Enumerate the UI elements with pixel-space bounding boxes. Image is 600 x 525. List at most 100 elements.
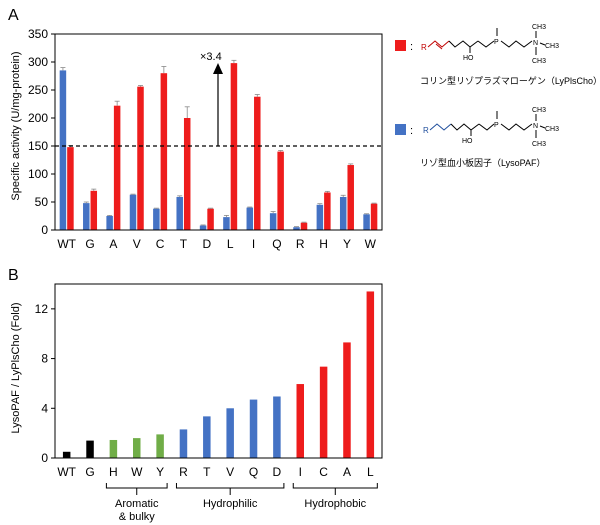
lysopaf-structure-ho: HO — [462, 138, 473, 145]
chart-a-bar-lysopaf — [129, 194, 137, 230]
chart-b-group-bracket — [175, 483, 285, 489]
chart-a-y-tick-label: 350 — [28, 27, 48, 41]
chart-b-x-tick-label: I — [299, 465, 302, 479]
chart-b-bar — [273, 396, 281, 458]
chart-a-bar-lysopaf — [339, 196, 347, 230]
legend-marker-lysopaf: : — [410, 125, 413, 137]
lyplscho-double-bond — [435, 43, 443, 50]
chart-b-x-tick-label: H — [109, 465, 118, 479]
chart-a-bar-lyplscho — [183, 118, 191, 230]
chart-a-bar-lysopaf — [223, 217, 230, 230]
chart-a-bar-lysopaf — [316, 204, 324, 230]
chart-a-y-tick-label: 200 — [28, 111, 48, 125]
chart-b-x-tick-label: WT — [57, 465, 76, 479]
chart-b-bar — [249, 399, 258, 458]
chart-b-y-tick-label: 12 — [35, 302, 49, 316]
lyplscho-structure: R HO P N CH3 CH3 CH3 — [421, 24, 559, 65]
chart-b-y-tick-label: 4 — [41, 401, 48, 415]
chart-b-bar — [86, 440, 94, 458]
chart-a-bar-lyplscho — [90, 190, 98, 230]
chart-a-bar-lysopaf — [293, 227, 300, 230]
lysopaf-phosphate-link — [478, 123, 495, 131]
chart-a-x-tick-label: A — [109, 237, 117, 251]
chart-a-x-tick-label: W — [365, 237, 377, 251]
lysopaf-structure-ch3-bottom: CH3 — [532, 141, 546, 148]
chart-a-bar-lyplscho — [160, 73, 168, 230]
chart-b-groups: Aromatic& bulky Hydrophilic Hydrophobic — [105, 483, 378, 523]
chart-b-group-label: Aromatic — [115, 498, 159, 510]
lyplscho-structure-ch3-top: CH3 — [532, 24, 546, 31]
chart-b-bar — [226, 408, 234, 458]
lysopaf-structure-p: P — [494, 122, 499, 129]
chart-b-bar — [133, 438, 141, 458]
chart-b-y-tick-label: 8 — [41, 352, 48, 366]
chart-a-bar-lyplscho — [67, 147, 74, 230]
chart-b-x-tick-labels: WT G H W Y R T V Q D I C A L — [57, 465, 374, 479]
chart-b-x-tick-label: G — [85, 465, 94, 479]
chart-a-y-tick-label: 100 — [28, 167, 48, 181]
chart-a-bar-lysopaf — [269, 213, 277, 230]
lysopaf-structure-ch3-right: CH3 — [545, 126, 559, 133]
chart-b-plot-frame — [54, 283, 383, 459]
chart-a-x-tick-label: Y — [343, 237, 351, 251]
chart-a-bar-lysopaf — [363, 214, 370, 230]
lyplscho-structure-r: R — [421, 43, 427, 52]
lyplscho-structure-n: N — [533, 40, 538, 47]
chart-b-group-bracket — [105, 483, 168, 489]
lysopaf-n-ch3-bond-right — [539, 125, 546, 129]
chart-a-x-tick-label: Q — [272, 237, 281, 251]
chart-a-bar-lyplscho — [347, 165, 354, 230]
lyplscho-phosphate-link — [477, 40, 495, 48]
chart-a-bar-lysopaf — [83, 203, 90, 230]
legend-label-lyplscho: コリン型リゾプラズマローゲン（LyPlsCho） — [420, 75, 600, 86]
lysopaf-structure: R HO P N CH3 CH3 CH3 — [423, 107, 559, 148]
chart-b-bar — [179, 429, 188, 458]
chart-a-bar-lysopaf — [246, 207, 254, 230]
chart-b-bar — [343, 342, 351, 458]
chart-a-x-tick-label: V — [133, 237, 141, 251]
fold-annotation: ×3.4 — [200, 51, 222, 63]
chart-b-x-tick-label: W — [131, 465, 143, 479]
chart-b-bar — [62, 451, 71, 458]
chart-a-bar-lyplscho — [324, 192, 331, 230]
chart-a-bar-lysopaf — [153, 208, 160, 230]
chart-b: LysoPAF / LyPlsCho (Fold) 0 4 8 12 WT G H W Y R T… — [10, 283, 383, 523]
chart-a-plot-frame — [54, 33, 383, 231]
chart-a-x-tick-label: C — [156, 237, 165, 251]
chart-a-x-tick-label: H — [319, 237, 328, 251]
chart-a-y-tick-label: 300 — [28, 55, 48, 69]
chart-b-bar — [366, 291, 375, 458]
chart-a-bar-lyplscho — [300, 222, 308, 230]
chart-b-group-bracket — [292, 483, 378, 489]
fold-arrow-head — [213, 63, 223, 74]
chart-a-y-tick-label: 150 — [28, 139, 48, 153]
chart-b-y-tick-label: 0 — [41, 451, 48, 465]
chart-b-bar — [296, 384, 304, 458]
chart-a-bar-lysopaf — [106, 216, 113, 230]
chart-b-bar — [319, 366, 328, 458]
chart-b-bar — [203, 416, 211, 458]
chart-b-x-tick-label: T — [203, 465, 211, 479]
chart-b-x-tick-label: Y — [156, 465, 164, 479]
lyplscho-alkenyl-chain — [427, 40, 450, 48]
lysopaf-alkyl-chain — [429, 123, 452, 131]
chart-a-y-tick-label: 50 — [35, 195, 49, 209]
chart-a-bar-lyplscho — [370, 203, 378, 230]
chart-b-x-tick-label: C — [319, 465, 328, 479]
chart-b-group-label-line2: & bulky — [119, 511, 156, 523]
chart-a-bar-lyplscho — [254, 96, 261, 230]
panel-label-b: B — [8, 267, 19, 284]
chart-a-x-tick-labels: WT G A V C T D L I Q R H Y W — [57, 237, 376, 251]
chart-a-x-tick-label: R — [296, 237, 305, 251]
chart-a-bar-lysopaf — [199, 225, 207, 230]
chart-b-y-ticks: 0 4 8 12 — [35, 302, 55, 465]
chart-b-x-tick-label: L — [367, 465, 374, 479]
chart-a-bar-lyplscho — [137, 86, 144, 230]
chart-b-x-tick-label: Q — [249, 465, 258, 479]
chart-a-bar-lyplscho — [207, 208, 214, 230]
chart-a-bar-lysopaf — [176, 196, 183, 230]
chart-a-x-tick-label: WT — [57, 237, 76, 251]
chart-a-x-tick-label: D — [202, 237, 211, 251]
chart-a: Specific activity (U/mg-protein) 0 50 100 1… — [10, 27, 383, 251]
